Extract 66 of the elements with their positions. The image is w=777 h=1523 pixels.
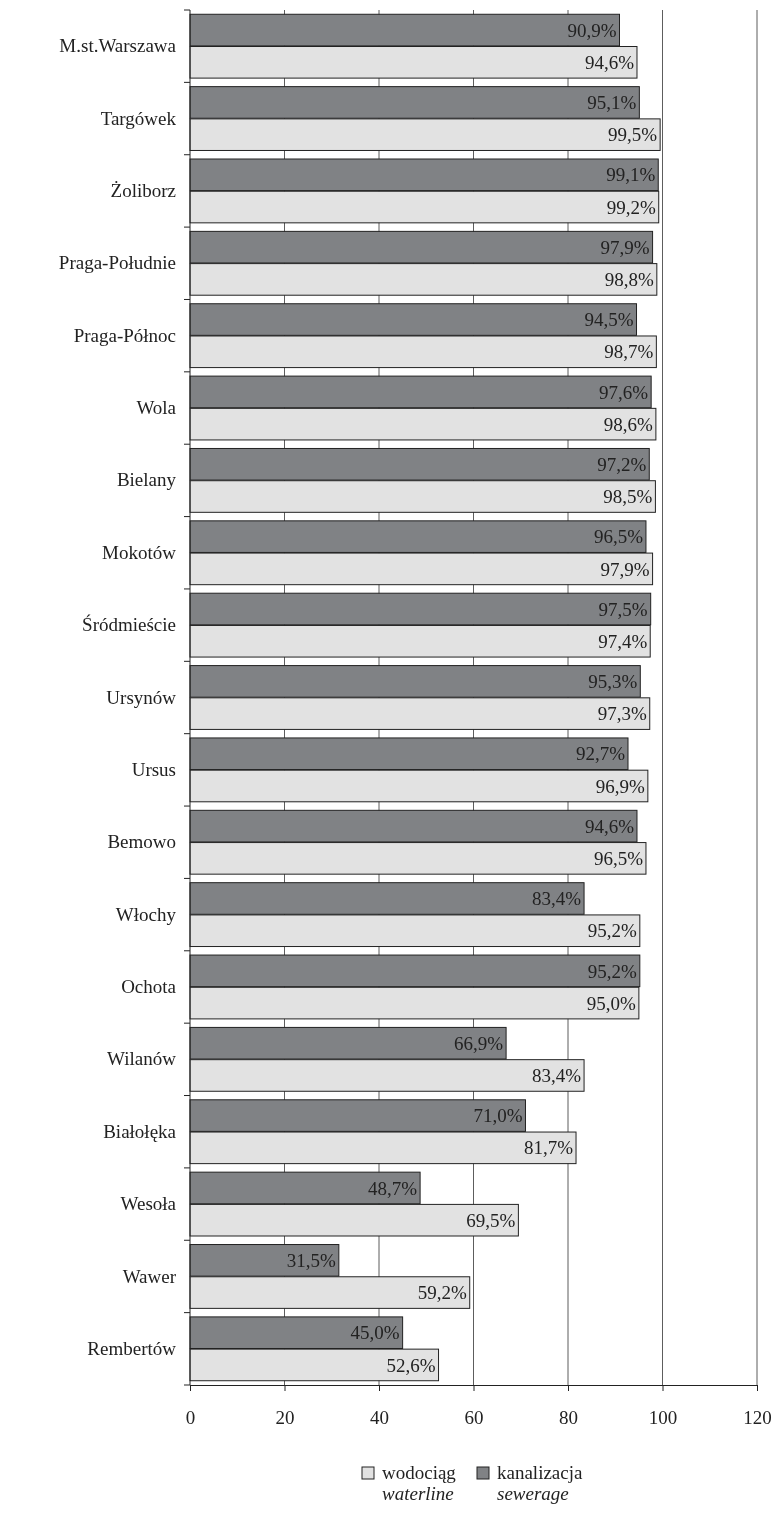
x-tick-label: 100 bbox=[648, 1407, 678, 1429]
data-label: 97,3% bbox=[597, 703, 647, 725]
data-label: 94,5% bbox=[584, 309, 634, 331]
y-tick-label: Śródmieście bbox=[82, 614, 176, 636]
data-label: 97,9% bbox=[600, 558, 650, 580]
data-label: 59,2% bbox=[417, 1282, 467, 1304]
data-label: 81,7% bbox=[523, 1137, 574, 1159]
data-label: 95,2% bbox=[587, 920, 637, 942]
data-label: 92,7% bbox=[575, 743, 626, 765]
data-label: 66,9% bbox=[454, 1032, 504, 1054]
data-label: 97,9% bbox=[600, 236, 650, 258]
y-tick-label: Białołęka bbox=[103, 1120, 177, 1142]
data-label: 95,1% bbox=[587, 92, 637, 114]
y-tick-label: Wesoła bbox=[120, 1193, 177, 1215]
y-tick-label: Wilanów bbox=[107, 1048, 177, 1070]
data-label: 97,6% bbox=[599, 381, 649, 403]
data-label: 98,6% bbox=[603, 413, 654, 435]
legend-label: wodociąg waterline bbox=[382, 1462, 457, 1504]
data-label: 98,8% bbox=[604, 269, 654, 291]
data-label: 95,3% bbox=[588, 671, 638, 693]
data-label: 52,6% bbox=[386, 1354, 436, 1376]
data-label: 97,2% bbox=[597, 453, 647, 475]
data-label: 96,9% bbox=[595, 775, 646, 797]
y-tick-label: Włochy bbox=[115, 903, 177, 925]
data-label: 94,6% bbox=[584, 51, 635, 73]
y-tick-label: Wawer bbox=[122, 1265, 177, 1287]
data-label: 98,5% bbox=[603, 486, 653, 508]
data-label: 48,7% bbox=[368, 1177, 418, 1199]
data-label: 95,0% bbox=[586, 992, 637, 1014]
data-label: 97,4% bbox=[598, 630, 648, 652]
x-tick-label: 60 bbox=[464, 1407, 484, 1429]
y-tick-label: Rembertów bbox=[87, 1337, 177, 1359]
y-tick-label: Praga-Południe bbox=[58, 252, 176, 274]
data-label: 83,4% bbox=[531, 888, 582, 910]
data-label: 99,2% bbox=[606, 196, 656, 218]
data-label: 96,5% bbox=[593, 848, 644, 870]
data-label: 45,0% bbox=[350, 1322, 400, 1344]
x-tick-label: 20 bbox=[275, 1407, 295, 1429]
data-label: 94,6% bbox=[584, 815, 635, 837]
y-tick-label: Ursus bbox=[131, 758, 176, 780]
y-tick-label: Targówek bbox=[100, 107, 177, 129]
data-label: 31,5% bbox=[286, 1249, 337, 1271]
data-label: 83,4% bbox=[531, 1065, 582, 1087]
y-tick-label: M.st.Warszawa bbox=[59, 35, 177, 57]
data-label: 99,1% bbox=[606, 164, 656, 186]
data-label: 69,5% bbox=[466, 1209, 516, 1231]
y-tick-label: Żoliborz bbox=[110, 180, 176, 201]
y-tick-label: Ochota bbox=[121, 976, 177, 998]
data-label: 96,5% bbox=[593, 526, 644, 548]
data-label: 97,5% bbox=[598, 598, 648, 620]
y-tick-label: Wola bbox=[136, 397, 177, 419]
y-tick-label: Bemowo bbox=[107, 831, 176, 853]
data-label: 99,5% bbox=[608, 124, 658, 146]
legend-label: kanalizacja sewerage bbox=[497, 1462, 583, 1504]
x-tick-label: 120 bbox=[743, 1407, 772, 1429]
data-label: 95,2% bbox=[587, 960, 637, 982]
x-tick-label: 40 bbox=[370, 1407, 389, 1429]
y-tick-label: Praga-Północ bbox=[73, 324, 176, 346]
data-label: 90,9% bbox=[567, 19, 617, 41]
x-tick-label: 80 bbox=[559, 1407, 578, 1429]
x-tick-label: 0 bbox=[185, 1407, 196, 1429]
y-tick-label: Bielany bbox=[116, 469, 177, 491]
y-tick-label: Mokotów bbox=[102, 541, 177, 563]
data-label: 71,0% bbox=[473, 1105, 523, 1127]
data-label: 98,7% bbox=[604, 341, 654, 363]
y-tick-label: Ursynów bbox=[106, 686, 177, 708]
